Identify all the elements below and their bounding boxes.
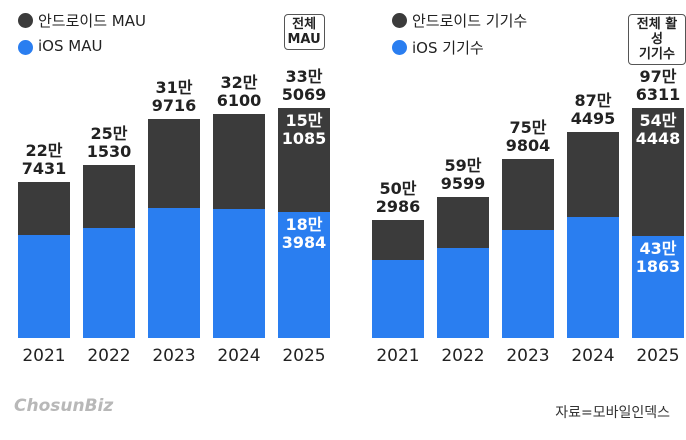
bar-segment <box>213 208 265 338</box>
x-tick-label: 2023 <box>506 346 550 366</box>
legend-swatch <box>18 40 33 55</box>
bar-segment <box>18 181 70 236</box>
bar-segment <box>632 236 684 338</box>
source: 자료=모바일인덱스 <box>555 405 670 421</box>
segment-label: 43만 1863 <box>635 239 681 277</box>
legend-swatch <box>392 40 407 55</box>
bar-segment <box>148 207 200 338</box>
x-tick-label: 2021 <box>376 346 420 366</box>
bar-segment <box>372 219 424 261</box>
logo: ChosunBiz <box>14 396 114 416</box>
total-label: 32만 6100 <box>216 73 262 111</box>
x-tick-label: 2022 <box>441 346 485 366</box>
legend-label: 안드로이드 MAU <box>38 12 146 30</box>
bar-segment <box>567 216 619 338</box>
total-label: 87만 4495 <box>570 90 616 128</box>
x-tick-label: 2025 <box>636 346 680 366</box>
x-tick-label: 2025 <box>282 346 326 366</box>
legend-swatch <box>18 13 33 28</box>
bar-segment <box>502 159 554 230</box>
bar-segment <box>213 114 265 209</box>
x-tick-label: 2024 <box>571 346 615 366</box>
total-label: 97만 6311 <box>635 67 681 104</box>
bar-segment <box>83 165 135 229</box>
bar-segment <box>437 196 489 249</box>
total-label: 59만 9599 <box>440 155 486 193</box>
x-tick-label: 2021 <box>22 346 66 366</box>
total-label: 33만 5069 <box>281 67 327 104</box>
bar-segment <box>18 235 70 338</box>
bar-segment <box>83 228 135 338</box>
bar-segment <box>278 108 330 212</box>
total-label: 22만 7431 <box>21 140 67 178</box>
bar-segment <box>502 229 554 338</box>
x-tick-label: 2023 <box>152 346 196 366</box>
x-tick-label: 2024 <box>217 346 261 366</box>
total-label: 31만 9716 <box>151 77 197 115</box>
bar-segment <box>372 260 424 338</box>
bar-segment <box>567 131 619 217</box>
segment-label: 15만 1085 <box>281 111 327 148</box>
bar-segment <box>632 108 684 237</box>
legend-label: 안드로이드 기기수 <box>412 12 528 30</box>
segment-label: 54만 4448 <box>635 111 681 148</box>
bar-segment <box>278 211 330 338</box>
annotation: 전체 MAU <box>283 14 325 50</box>
legend-label: iOS 기기수 <box>412 39 484 57</box>
total-label: 75만 9804 <box>505 118 551 155</box>
bar-segment <box>148 118 200 208</box>
total-label: 50만 2986 <box>375 178 421 216</box>
annotation: 전체 활성 기기수 <box>628 14 686 65</box>
legend-label: iOS MAU <box>38 37 103 55</box>
x-tick-label: 2022 <box>87 346 131 366</box>
segment-label: 18만 3984 <box>281 214 327 252</box>
total-label: 25만 1530 <box>86 124 132 162</box>
legend-swatch <box>392 13 407 28</box>
bar-segment <box>437 248 489 338</box>
